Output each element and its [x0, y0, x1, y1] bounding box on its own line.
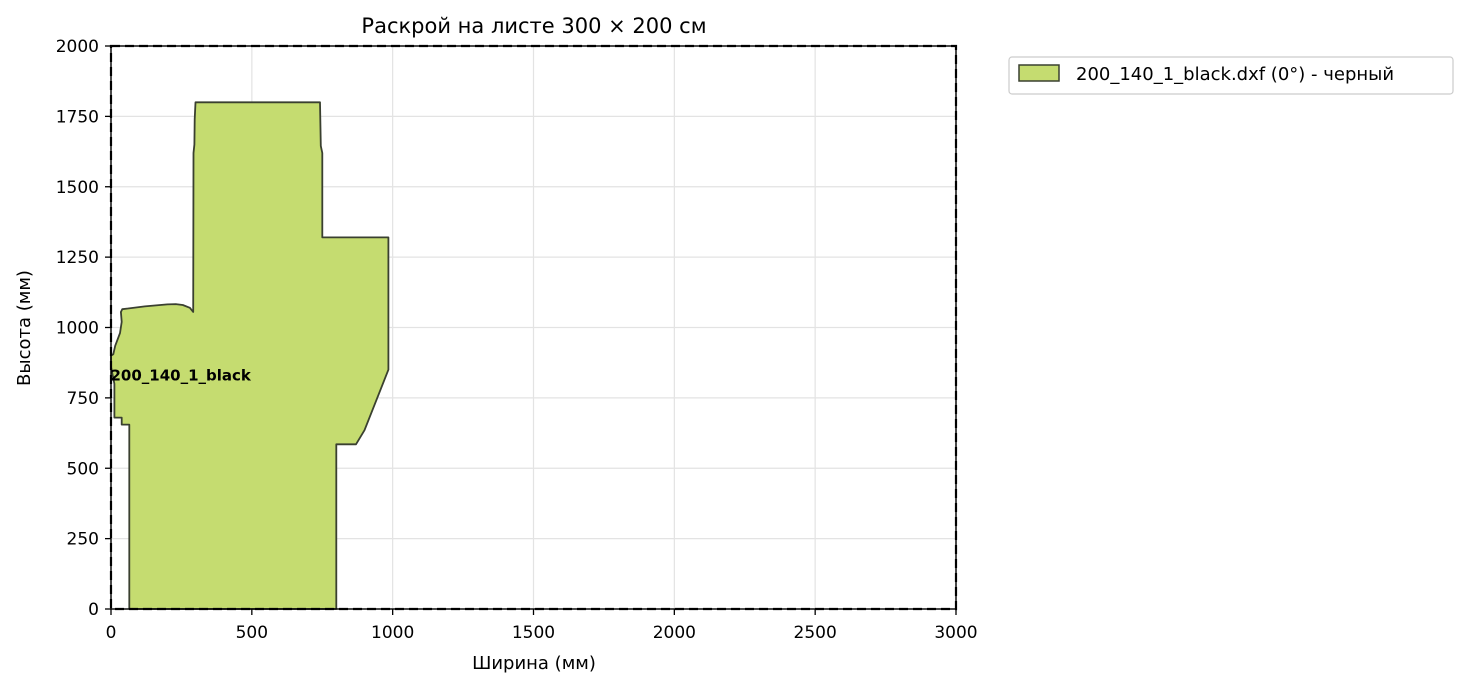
piece-label: 200_140_1_black: [110, 366, 251, 384]
x-tick-label: 500: [236, 623, 268, 643]
x-axis-label: Ширина (мм): [472, 653, 596, 674]
legend-swatch: [1018, 64, 1060, 82]
y-tick-label: 1000: [56, 319, 99, 339]
x-tick-label: 1000: [371, 623, 414, 643]
x-tick-label: 0: [106, 623, 117, 643]
y-tick-label: 500: [67, 459, 99, 479]
x-tick-label: 3000: [934, 623, 977, 643]
y-tick-label: 250: [67, 530, 99, 550]
plot-area: 200_140_1_black: [110, 101, 390, 610]
y-axis-label: Высота (мм): [14, 270, 35, 386]
y-tick-label: 1750: [56, 107, 99, 127]
y-tick-label: 0: [88, 600, 99, 620]
legend-frame: [1008, 56, 1454, 95]
x-tick-label: 1500: [512, 623, 555, 643]
y-tick-label: 750: [67, 389, 99, 409]
y-tick-label: 1500: [56, 178, 99, 198]
x-axis-ticks: 0 500 1000 1500 2000 2500 3000: [106, 609, 978, 643]
chart-title: Раскрой на листе 300 × 200 см: [361, 14, 706, 38]
legend: 200_140_1_black.dxf (0°) - черный: [1008, 56, 1454, 95]
y-axis-ticks: 0 250 500 750 1000 1250 1500 1750 2000: [56, 37, 111, 620]
x-tick-label: 2000: [653, 623, 696, 643]
legend-entry-label: 200_140_1_black.dxf (0°) - черный: [1076, 64, 1394, 85]
piece-shape: [110, 101, 390, 610]
y-tick-label: 1250: [56, 248, 99, 268]
x-tick-label: 2500: [794, 623, 837, 643]
y-tick-label: 2000: [56, 37, 99, 57]
